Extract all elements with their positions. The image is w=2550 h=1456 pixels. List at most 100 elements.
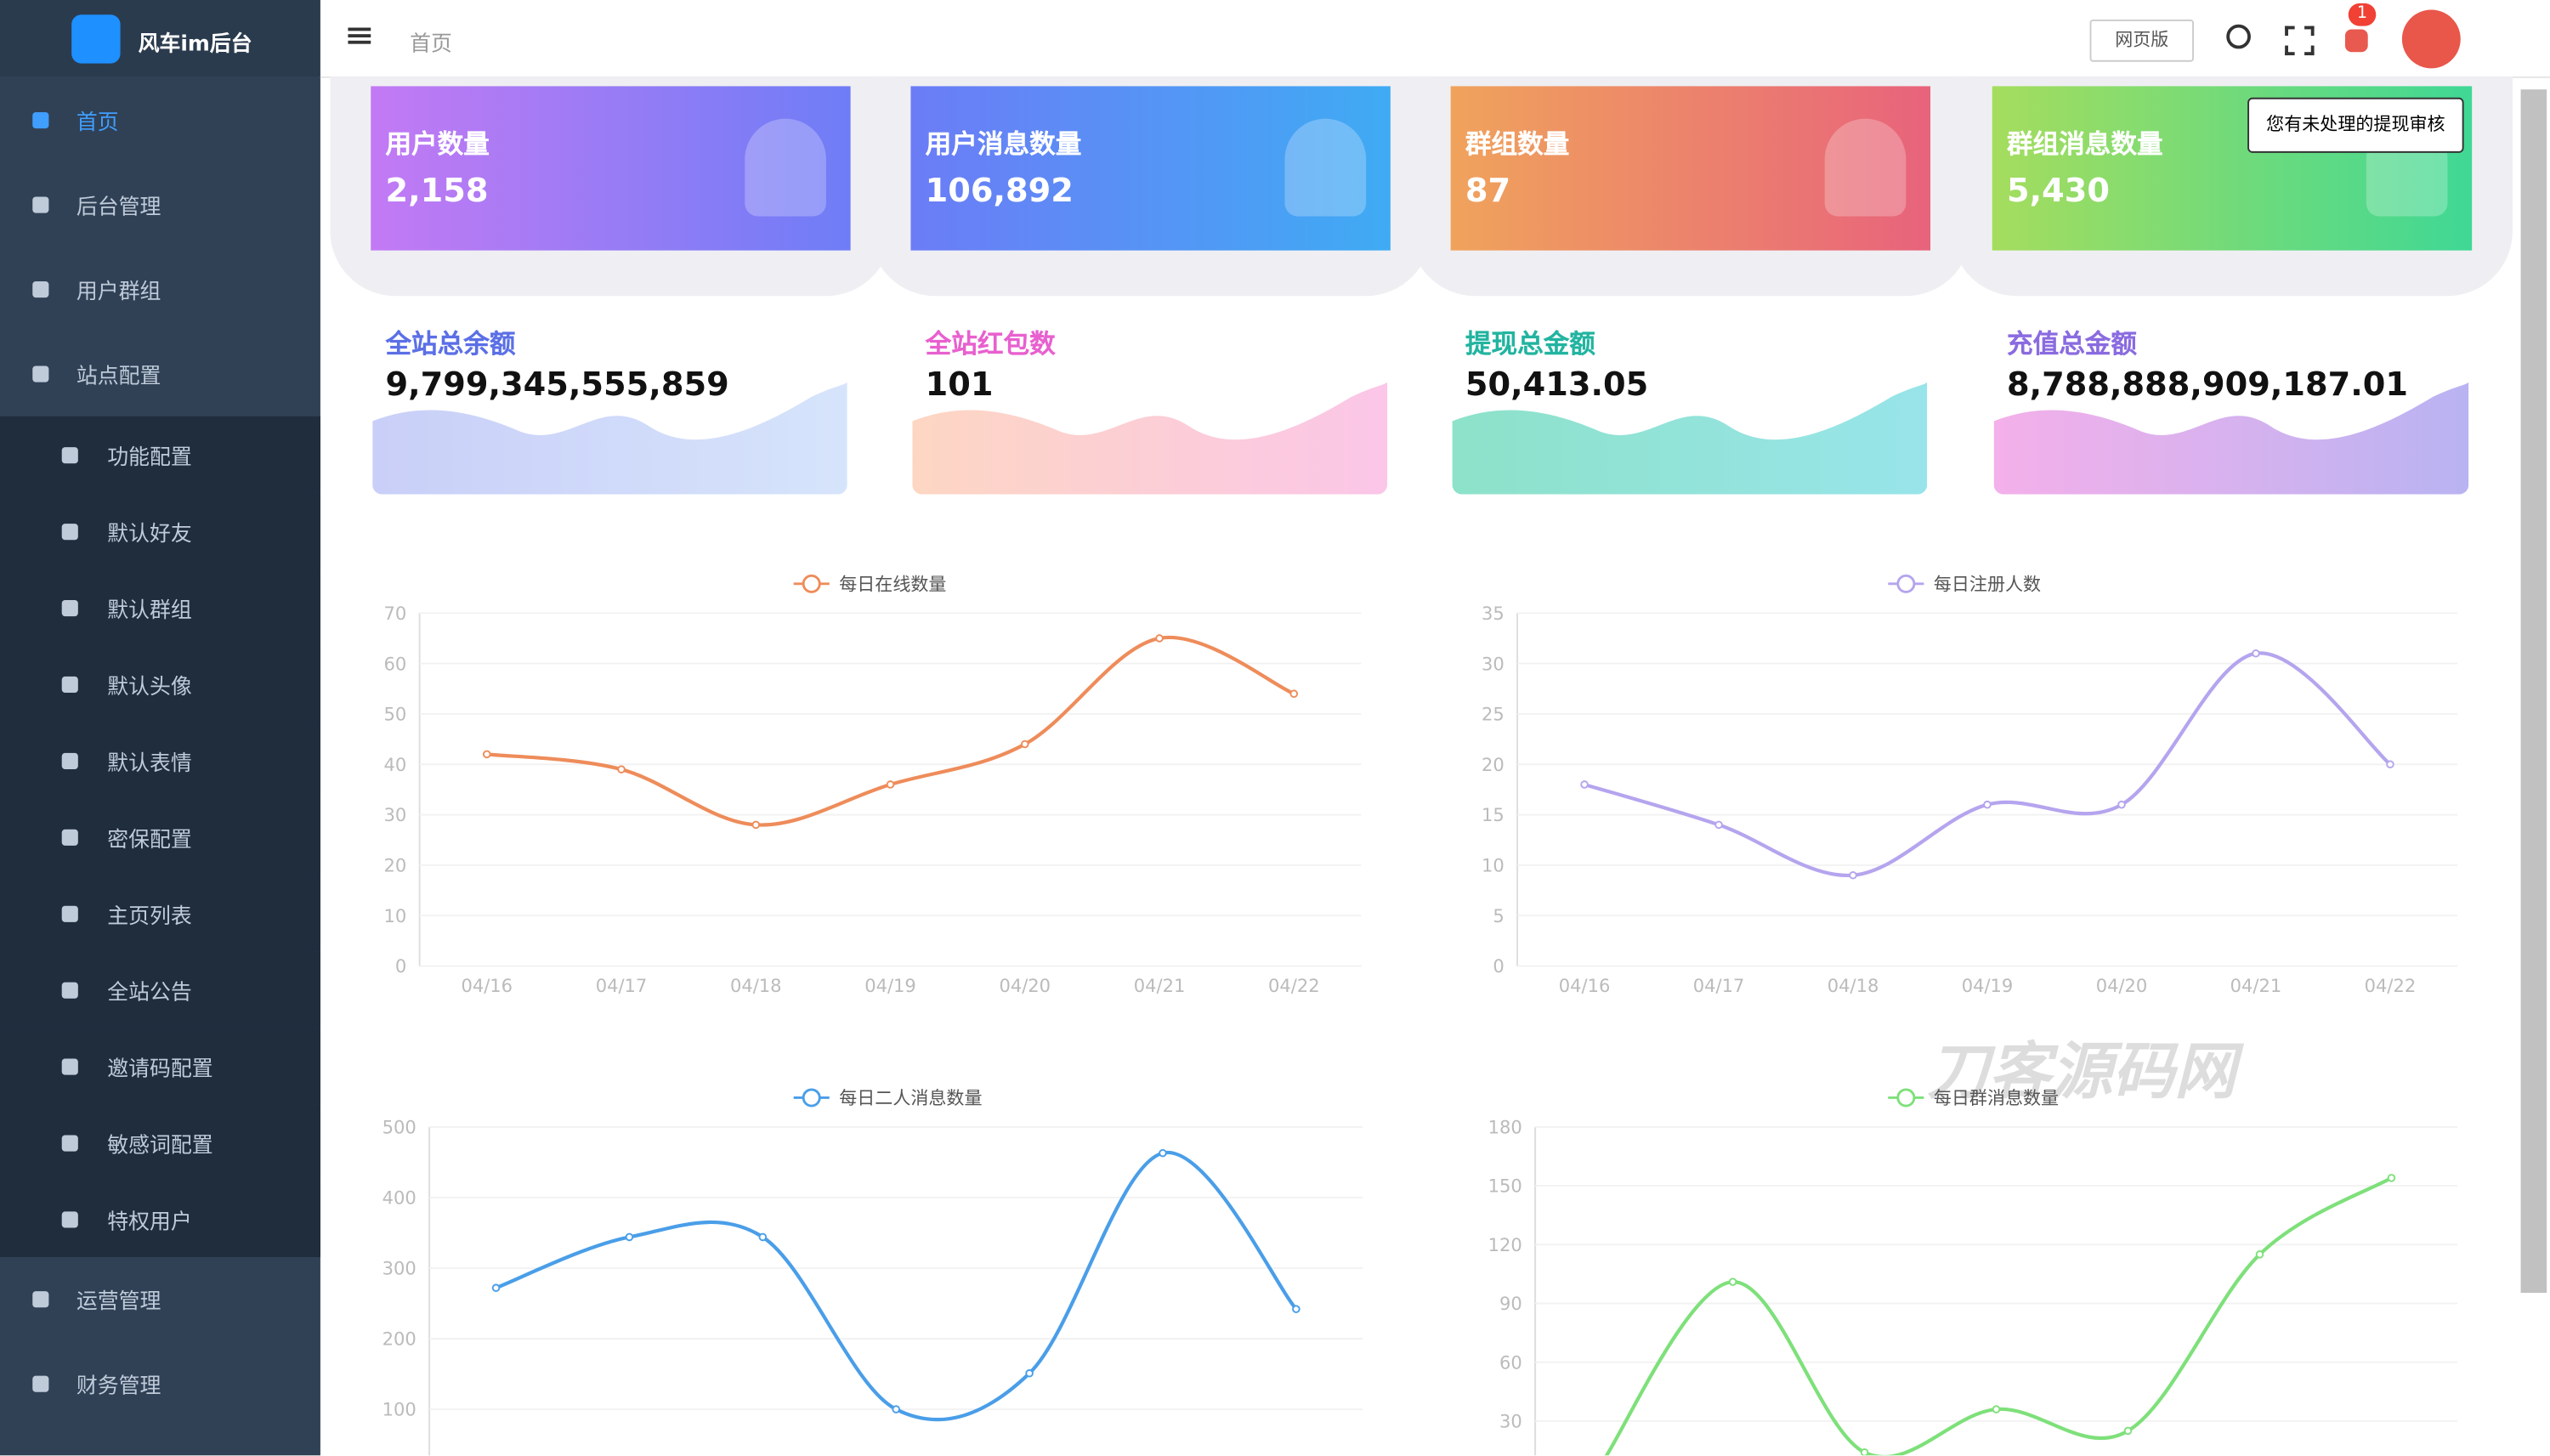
submenu-label: 密保配置 xyxy=(107,827,192,853)
y-tick-label: 10 xyxy=(1482,855,1504,876)
breadcrumb[interactable]: 首页 xyxy=(410,32,452,57)
y-tick-label: 20 xyxy=(1482,754,1504,775)
submenu-item[interactable]: 默认好友 xyxy=(0,492,320,569)
submenu-item[interactable]: 全站公告 xyxy=(0,951,320,1028)
menu-item[interactable]: 首页 xyxy=(0,78,320,162)
submenu-item[interactable]: 密保配置 xyxy=(0,798,320,875)
menu-icon xyxy=(32,196,49,213)
x-tick-label: 04/18 xyxy=(730,975,782,996)
submenu-label: 默认好友 xyxy=(107,522,192,547)
legend-label: 每日注册人数 xyxy=(1934,574,2041,595)
submenu-icon xyxy=(61,675,78,693)
submenu-item[interactable]: 功能配置 xyxy=(0,416,320,493)
submenu-icon xyxy=(61,1057,78,1074)
data-point xyxy=(617,765,626,773)
submenu-label: 默认群组 xyxy=(107,598,192,623)
data-point xyxy=(2255,1250,2264,1259)
y-tick-label: 500 xyxy=(382,1117,416,1138)
y-tick-label: 70 xyxy=(384,603,407,624)
y-tick-label: 0 xyxy=(1493,955,1504,977)
submenu-item[interactable]: 邀请码配置 xyxy=(0,1028,320,1105)
y-tick-label: 60 xyxy=(384,653,407,674)
x-tick-label: 04/16 xyxy=(461,975,513,996)
submenu-item[interactable]: 默认头像 xyxy=(0,645,320,722)
submenu-label: 全站公告 xyxy=(107,980,192,1006)
menu-toggle[interactable] xyxy=(348,27,371,31)
stat-value: 5,430 xyxy=(2006,170,2111,210)
x-tick-label: 04/20 xyxy=(999,975,1051,996)
y-tick-label: 20 xyxy=(384,855,407,876)
data-point xyxy=(758,1232,768,1242)
menu-item[interactable]: 站点配置 xyxy=(0,331,320,416)
x-tick-label: 04/17 xyxy=(1693,975,1745,996)
data-point xyxy=(1289,689,1299,698)
submenu-icon xyxy=(61,904,78,921)
search-icon[interactable] xyxy=(2226,24,2251,49)
money-label: 提现总金额 xyxy=(1465,328,1595,360)
money-card: 全站红包数 101 xyxy=(912,319,1387,514)
menu-label: 财务管理 xyxy=(76,1374,162,1400)
submenu-label: 默认头像 xyxy=(107,675,192,700)
submenu-label: 主页列表 xyxy=(107,904,192,929)
submenu-label: 敏感词配置 xyxy=(107,1133,213,1159)
data-point xyxy=(1714,820,1723,830)
submenu-label: 默认表情 xyxy=(107,751,192,776)
series-line xyxy=(486,635,1295,827)
legend-label: 每日群消息数量 xyxy=(1934,1087,2059,1108)
x-tick-label: 04/22 xyxy=(2365,975,2417,996)
scrollbar[interactable] xyxy=(2520,89,2547,1294)
data-point xyxy=(2386,760,2394,769)
submenu-icon xyxy=(61,1134,78,1151)
data-point xyxy=(1992,1405,2001,1414)
stat-card: 用户数量 2,158 xyxy=(371,86,851,251)
menu-icon xyxy=(32,112,49,129)
submenu-icon xyxy=(61,446,78,463)
x-tick-label: 04/19 xyxy=(1962,975,2014,996)
legend-label: 每日在线数量 xyxy=(839,574,946,595)
menu-icon xyxy=(32,365,49,382)
card-icon xyxy=(1824,118,1907,217)
stat-card: 群组数量 87 xyxy=(1450,86,1931,251)
x-tick-label: 04/16 xyxy=(1559,975,1611,996)
x-tick-label: 04/17 xyxy=(596,975,648,996)
menu-item[interactable]: 运营管理 xyxy=(0,1257,320,1341)
avatar[interactable] xyxy=(2401,9,2461,69)
submenu-item[interactable]: 敏感词配置 xyxy=(0,1104,320,1181)
x-tick-label: 04/18 xyxy=(1828,975,1879,996)
y-tick-label: 10 xyxy=(384,905,407,926)
y-tick-label: 35 xyxy=(1482,603,1504,624)
data-point xyxy=(1155,634,1164,643)
web-button[interactable]: 网页版 xyxy=(2089,19,2195,62)
brand-name: 风车im后台 xyxy=(138,32,252,57)
series-line xyxy=(1604,1176,2393,1456)
submenu-icon xyxy=(61,751,78,769)
y-tick-label: 120 xyxy=(1488,1234,1522,1255)
money-icon[interactable] xyxy=(2344,29,2368,53)
submenu-item[interactable]: 默认表情 xyxy=(0,722,320,799)
y-tick-label: 150 xyxy=(1488,1176,1522,1197)
menu-item[interactable]: 用户群组 xyxy=(0,247,320,331)
data-point xyxy=(2387,1174,2396,1182)
card-icon xyxy=(1284,118,1367,217)
money-card: 全站总余额 9,799,345,555,859 xyxy=(372,319,847,514)
legend-marker xyxy=(802,574,821,593)
legend-marker xyxy=(1896,574,1916,593)
stat-label: 群组消息数量 xyxy=(2006,128,2163,160)
legend-label: 每日二人消息数量 xyxy=(839,1087,982,1108)
x-tick-label: 04/22 xyxy=(1268,975,1320,996)
sidebar: 风车im后台 首页 后台管理 用户群组 站点配置 功能配置默认好友默认群组默认头像默认表… xyxy=(0,0,320,1456)
fullscreen-icon[interactable] xyxy=(2285,25,2315,56)
data-point xyxy=(1159,1148,1167,1158)
data-point xyxy=(1849,870,1857,880)
money-card: 提现总金额 50,413.05 xyxy=(1453,319,1928,514)
submenu-item[interactable]: 特权用户 xyxy=(0,1181,320,1257)
submenu-item[interactable]: 默认群组 xyxy=(0,569,320,646)
y-tick-label: 400 xyxy=(382,1187,416,1209)
data-point xyxy=(751,820,761,830)
menu-item[interactable]: 财务管理 xyxy=(0,1341,320,1425)
money-value: 50,413.05 xyxy=(1465,364,1649,404)
menu-item[interactable]: 后台管理 xyxy=(0,162,320,246)
submenu-item[interactable]: 主页列表 xyxy=(0,875,320,952)
y-tick-label: 100 xyxy=(382,1399,416,1420)
